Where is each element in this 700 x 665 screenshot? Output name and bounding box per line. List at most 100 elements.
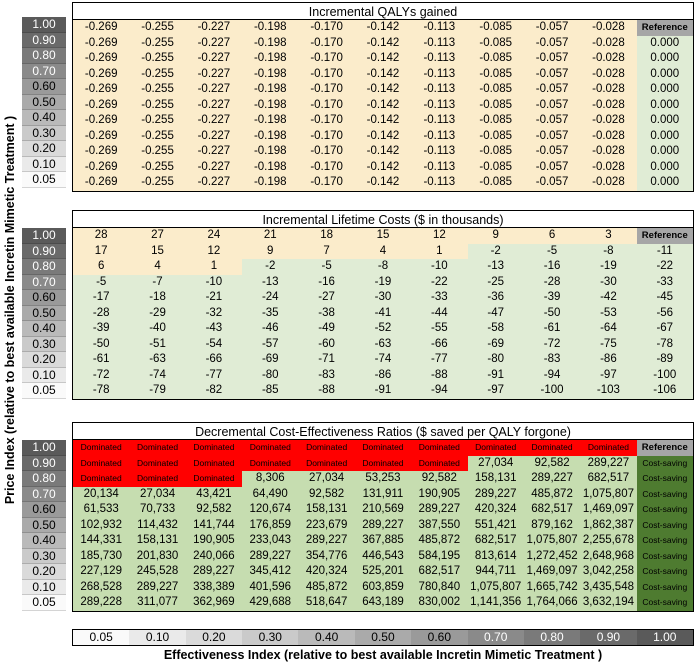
table-cell: -0.057 bbox=[523, 97, 581, 113]
table-cell: Cost-saving bbox=[636, 471, 693, 487]
price-index-cell: 0.10 bbox=[22, 367, 66, 383]
table-row: -0.269 -0.255 -0.227 -0.198 -0.170 -0.142 -0.1… bbox=[73, 97, 693, 113]
table-cell: 190,905 bbox=[185, 533, 243, 549]
table-cell: 15 bbox=[354, 228, 412, 244]
price-index-cell: 1.00 bbox=[22, 440, 66, 456]
table-cell: 92,582 bbox=[411, 471, 468, 487]
table-cell: Dominated bbox=[185, 471, 243, 487]
table-cell: 18 bbox=[298, 228, 355, 244]
table-cell: -0.113 bbox=[411, 82, 468, 98]
table-cell: -49 bbox=[298, 321, 355, 337]
table-cell: Cost-saving bbox=[636, 517, 693, 533]
table-cell: Dominated bbox=[185, 455, 243, 471]
table-cell: -38 bbox=[298, 305, 355, 321]
table-cell: Dominated bbox=[73, 440, 130, 456]
table-cell: -0.113 bbox=[411, 128, 468, 144]
price-index-cell: 0.50 bbox=[22, 305, 66, 321]
table-cell: -106 bbox=[636, 383, 693, 399]
table-cell: 131,911 bbox=[354, 486, 412, 502]
table-cell: 9 bbox=[467, 228, 524, 244]
table-cell: -72 bbox=[523, 336, 581, 352]
table-cell: 185,730 bbox=[73, 548, 130, 564]
table-cell: -16 bbox=[523, 259, 581, 275]
table-row: -0.269 -0.255 -0.227 -0.198 -0.170 -0.142 -0.1… bbox=[73, 66, 693, 82]
table-cell: Reference bbox=[636, 20, 693, 36]
table-cell: -71 bbox=[298, 352, 355, 368]
table-cell: Dominated bbox=[354, 440, 412, 456]
table-cell: -94 bbox=[523, 367, 581, 383]
table-cell: -22 bbox=[411, 274, 468, 290]
table-cell: -0.028 bbox=[580, 159, 637, 175]
table-row: 144,331 158,131 190,905 233,043 289,227 367,8… bbox=[73, 533, 693, 549]
table-row: -0.269 -0.255 -0.227 -0.198 -0.170 -0.142 -0.1… bbox=[73, 175, 693, 191]
table-cell: 0.000 bbox=[636, 66, 693, 82]
table-cell: 525,201 bbox=[354, 564, 412, 580]
table-cell: 354,776 bbox=[298, 548, 355, 564]
table-cell: -0.198 bbox=[242, 159, 299, 175]
price-index-cell: 0.30 bbox=[22, 125, 66, 141]
table-cell: -0.113 bbox=[411, 113, 468, 129]
table-cell: -0.227 bbox=[185, 20, 243, 36]
table-cell: 28 bbox=[73, 228, 130, 244]
table-cell: -0.142 bbox=[354, 159, 412, 175]
table-cell: -83 bbox=[523, 352, 581, 368]
table-cell: -0.028 bbox=[580, 35, 637, 51]
price-index-cell: 0.60 bbox=[22, 290, 66, 306]
table-cell: 289,227 bbox=[298, 533, 355, 549]
table-row: -61 -63 -66 -69 -71 -74 -77 -80 -83 -86 -89 bbox=[73, 352, 693, 368]
table-cell: 603,859 bbox=[354, 579, 412, 595]
table-cell: -45 bbox=[636, 290, 693, 306]
table-cell: 682,517 bbox=[580, 471, 637, 487]
table-cell: 1,141,356 bbox=[467, 595, 524, 611]
price-index-cell: 1.00 bbox=[22, 17, 66, 33]
table-cell: -35 bbox=[242, 305, 299, 321]
table-cell: 7 bbox=[298, 243, 355, 259]
table-cell: -54 bbox=[185, 336, 243, 352]
table-cell: -69 bbox=[467, 336, 524, 352]
table-cell: 6 bbox=[73, 259, 130, 275]
table-cell: -0.085 bbox=[467, 144, 524, 160]
table-cell: 27 bbox=[129, 228, 186, 244]
table-row: 61,533 70,733 92,582 120,674 158,131 210,569 2… bbox=[73, 502, 693, 518]
table-cell: -52 bbox=[354, 321, 412, 337]
table-cell: -63 bbox=[354, 336, 412, 352]
table-cell: 289,227 bbox=[411, 502, 468, 518]
price-index-cell: 0.70 bbox=[22, 63, 66, 79]
table-cell: 2,648,968 bbox=[580, 548, 637, 564]
table-cell: 289,227 bbox=[580, 455, 637, 471]
table-cell: -28 bbox=[523, 274, 581, 290]
table-cell: 223,679 bbox=[298, 517, 355, 533]
table-row: -0.269 -0.255 -0.227 -0.198 -0.170 -0.142 -0.1… bbox=[73, 82, 693, 98]
table-cell: -0.255 bbox=[129, 20, 186, 36]
table-cell: 27,034 bbox=[129, 486, 186, 502]
price-index-cell: 0.70 bbox=[22, 274, 66, 290]
table-row: Dominated Dominated Dominated Dominated Domi… bbox=[73, 440, 693, 456]
table-cell: -0.142 bbox=[354, 97, 412, 113]
price-index-cell: 0.05 bbox=[22, 383, 66, 399]
table-cell: 289,228 bbox=[73, 595, 130, 611]
table-cell: 21 bbox=[242, 228, 299, 244]
table-cell: -21 bbox=[185, 290, 243, 306]
table-cell: Dominated bbox=[242, 440, 299, 456]
table-row: 20,134 27,034 43,421 64,490 92,582 131,911 190… bbox=[73, 486, 693, 502]
table-cell: -0.198 bbox=[242, 20, 299, 36]
table-cell: -0.057 bbox=[523, 128, 581, 144]
table-cell: -0.028 bbox=[580, 97, 637, 113]
table-cell: -0.269 bbox=[73, 20, 130, 36]
table-cell: -42 bbox=[580, 290, 637, 306]
table-cell: 3,042,258 bbox=[580, 564, 637, 580]
table-cell: 0.000 bbox=[636, 113, 693, 129]
table-cell: -0.269 bbox=[73, 159, 130, 175]
table-cell: Cost-saving bbox=[636, 548, 693, 564]
table-cell: 338,389 bbox=[185, 579, 243, 595]
table-cell: 92,582 bbox=[185, 502, 243, 518]
price-index-cell: 0.30 bbox=[22, 548, 66, 564]
panel-title: Decremental Cost-Effectiveness Ratios ($… bbox=[72, 422, 694, 440]
table-cell: -0.085 bbox=[467, 159, 524, 175]
table-cell: -0.057 bbox=[523, 159, 581, 175]
table-cell: -0.255 bbox=[129, 159, 186, 175]
table-cell: -0.198 bbox=[242, 113, 299, 129]
table-cell: Cost-saving bbox=[636, 564, 693, 580]
table-cell: -16 bbox=[298, 274, 355, 290]
table-cell: Dominated bbox=[73, 471, 130, 487]
